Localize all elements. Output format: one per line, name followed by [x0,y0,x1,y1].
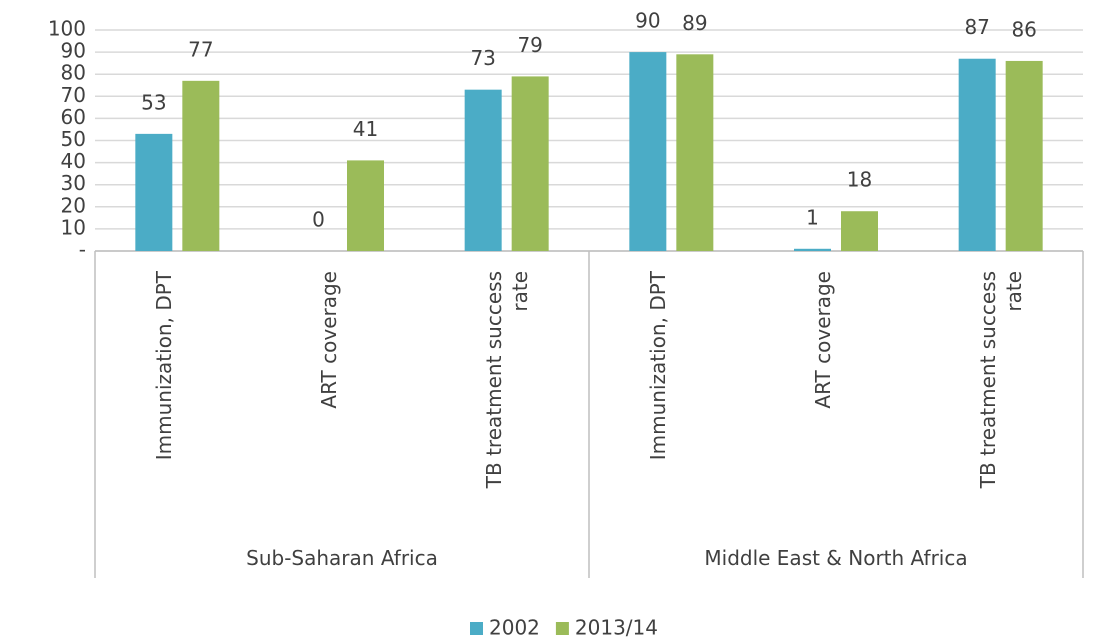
y-tick-label: 50 [61,127,86,151]
value-label: 79 [517,33,542,57]
bar [182,80,220,251]
x-tick-label: Immunization, DPT [646,271,671,461]
value-label: 53 [141,90,166,114]
y-tick-label: - [79,238,86,262]
group-label: Sub-Saharan Africa [246,546,438,570]
x-tick-label: ART coverage [811,271,835,409]
y-tick-label: 10 [61,215,86,239]
value-label: 77 [188,37,213,61]
x-tick-label: Immunization, DPT [152,271,177,461]
y-tick-label: 90 [61,39,86,63]
group-label: Middle East & North Africa [704,546,968,570]
y-tick-label: 80 [61,61,86,85]
y-tick-label: 60 [61,105,86,129]
bar [511,76,549,251]
bar [1005,60,1043,251]
legend-label: 2013/14 [575,616,658,640]
y-tick-label: 30 [61,171,86,195]
x-tick-label: ART coverage [317,271,341,409]
y-tick-label: 70 [61,83,86,107]
bar [841,211,878,251]
bar [629,52,667,251]
bar [464,89,502,251]
value-label: 90 [635,9,660,33]
value-label: 89 [682,11,707,35]
value-label: 41 [353,117,378,141]
legend-swatch [555,622,569,635]
bar [958,58,996,252]
x-tick-label: TB treatment success rate [481,271,532,489]
bar [794,248,831,251]
value-label: 87 [964,15,989,39]
bar [676,54,714,252]
bar [135,133,173,251]
value-label: 0 [312,208,325,232]
y-tick-label: 20 [61,193,86,217]
value-label: 73 [470,46,495,70]
y-tick-label: 40 [61,149,86,173]
value-label: 18 [847,168,872,192]
bar [347,160,384,251]
y-tick-label: 100 [48,17,86,41]
legend-swatch [470,622,483,635]
value-label: 1 [806,205,819,229]
value-label: 86 [1011,17,1036,41]
x-tick-label: TB treatment success rate [975,271,1026,489]
legend-label: 2002 [489,616,540,640]
